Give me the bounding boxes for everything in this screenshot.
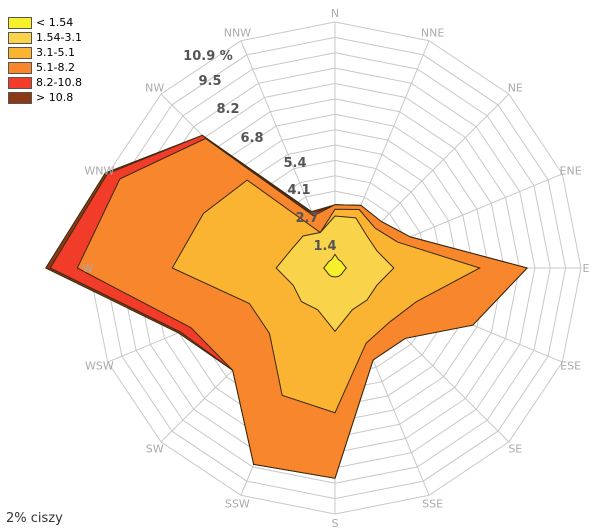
ring-label: 4.1 (287, 183, 310, 198)
ring-label: 2.7 (295, 211, 318, 226)
rose-layer (323, 253, 347, 278)
legend-label: < 1.54 (36, 16, 74, 29)
direction-label: ENE (560, 164, 582, 177)
direction-label: NW (145, 82, 164, 95)
legend-swatch (8, 91, 32, 104)
ring-label: 10.9 % (183, 49, 233, 64)
legend-item: 3.1-5.1 (8, 45, 82, 60)
legend-label: 8.2-10.8 (36, 76, 82, 89)
direction-label: SSE (422, 498, 443, 511)
legend-label: 3.1-5.1 (36, 46, 75, 59)
legend-item: 1.54-3.1 (8, 30, 82, 45)
legend: < 1.54 1.54-3.1 3.1-5.1 5.1-8.2 8.2-10.8 > 10… (8, 15, 82, 105)
legend-label: 1.54-3.1 (36, 31, 82, 44)
legend-swatch (8, 76, 32, 89)
legend-label: 5.1-8.2 (36, 61, 75, 74)
ring-label: 5.4 (283, 156, 306, 171)
legend-swatch (8, 31, 32, 44)
direction-label: SW (146, 442, 164, 455)
legend-swatch (8, 46, 32, 59)
direction-label: S (332, 517, 339, 529)
legend-item: 8.2-10.8 (8, 75, 82, 90)
direction-label: SE (508, 442, 522, 455)
ring-label: 1.4 (313, 239, 336, 254)
direction-label: NE (508, 82, 523, 95)
direction-label: NNW (224, 26, 251, 39)
legend-label: > 10.8 (36, 91, 74, 104)
legend-item: 5.1-8.2 (8, 60, 82, 75)
direction-label: E (583, 262, 590, 275)
direction-label: N (331, 7, 339, 20)
legend-swatch (8, 61, 32, 74)
direction-label: WSW (85, 360, 114, 373)
direction-label: W (83, 262, 94, 275)
direction-label: NNE (421, 26, 444, 39)
calm-percentage: 2% ciszy (6, 511, 63, 526)
direction-label: WNW (84, 164, 114, 177)
direction-label: SSW (225, 498, 250, 511)
ring-label: 6.8 (240, 131, 263, 146)
legend-item: > 10.8 (8, 90, 82, 105)
ring-label: 9.5 (198, 74, 221, 89)
ring-label: 8.2 (216, 102, 239, 117)
legend-swatch (8, 16, 32, 29)
legend-item: < 1.54 (8, 15, 82, 30)
direction-label: ESE (560, 360, 581, 373)
